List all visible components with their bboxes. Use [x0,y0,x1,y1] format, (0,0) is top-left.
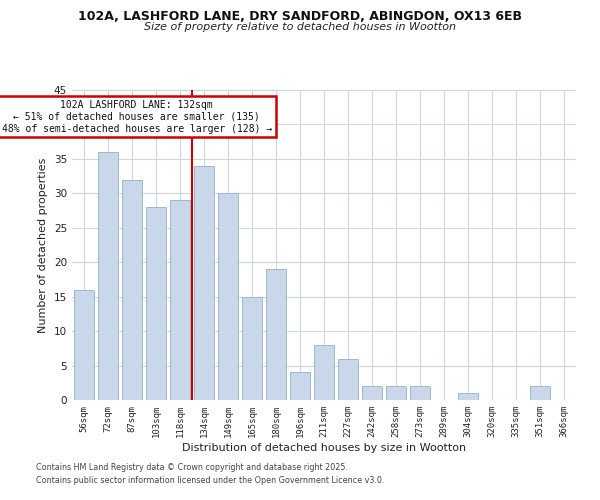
Text: Size of property relative to detached houses in Wootton: Size of property relative to detached ho… [144,22,456,32]
Text: Contains public sector information licensed under the Open Government Licence v3: Contains public sector information licen… [36,476,385,485]
Bar [458,393,478,400]
Bar [170,200,190,400]
X-axis label: Distribution of detached houses by size in Wootton: Distribution of detached houses by size … [182,442,466,452]
Bar [338,358,358,400]
Bar [146,207,166,400]
Bar [266,269,286,400]
Text: 102A LASHFORD LANE: 132sqm
← 51% of detached houses are smaller (135)
48% of sem: 102A LASHFORD LANE: 132sqm ← 51% of deta… [2,100,272,134]
Bar [410,386,430,400]
Bar [122,180,142,400]
Bar [242,296,262,400]
Bar [386,386,406,400]
Bar [218,194,238,400]
Bar [314,345,334,400]
Bar [74,290,94,400]
Bar [290,372,310,400]
Text: 102A, LASHFORD LANE, DRY SANDFORD, ABINGDON, OX13 6EB: 102A, LASHFORD LANE, DRY SANDFORD, ABING… [78,10,522,23]
Bar [362,386,382,400]
Bar [98,152,118,400]
Text: Contains HM Land Registry data © Crown copyright and database right 2025.: Contains HM Land Registry data © Crown c… [36,464,348,472]
Bar [530,386,550,400]
Bar [194,166,214,400]
Y-axis label: Number of detached properties: Number of detached properties [38,158,49,332]
